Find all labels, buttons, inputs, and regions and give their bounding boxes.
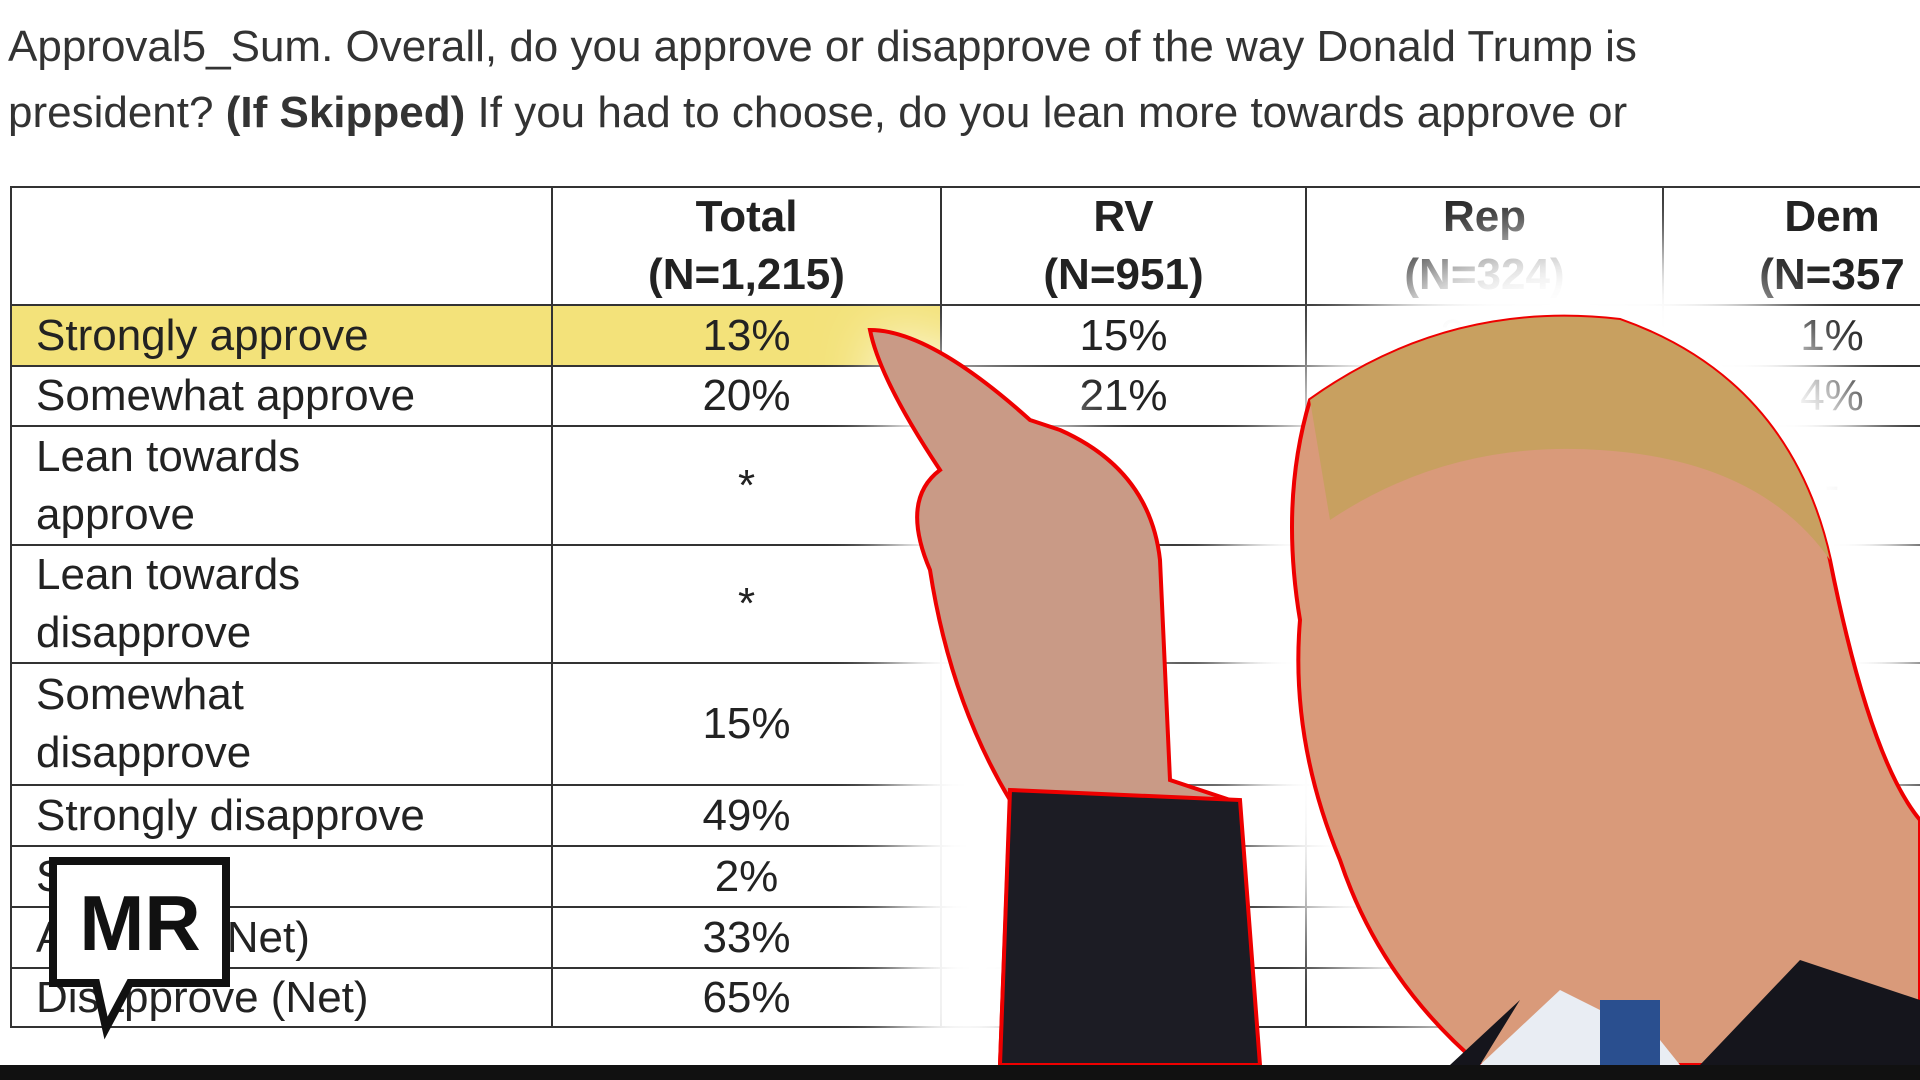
question-text: president? (8, 88, 214, 137)
question-line: Approval5_Sum. Overall, do you approve o… (8, 22, 1637, 71)
row-label: Strongly approve (10, 304, 553, 367)
row-label-line: Lean towards (36, 431, 301, 481)
column-name: Dem (1784, 192, 1880, 241)
cell-value: 15% (702, 699, 791, 748)
cell-value: 20% (702, 371, 791, 420)
sleeve (997, 787, 1263, 1067)
row-label-line: Strongly disapprove (36, 790, 425, 840)
cell-value: 65% (702, 972, 791, 1022)
hair (1310, 316, 1830, 560)
row-label-line: Lean towards (36, 550, 301, 599)
column-n: (N=1,215) (648, 250, 845, 299)
question-line: president? (If Skipped) If you had to ch… (8, 88, 1627, 138)
bottom-bar (0, 1065, 1920, 1080)
row-label-line: disapprove (36, 728, 252, 777)
row-label-line: Strongly approve (36, 310, 369, 360)
column-header: Dem (N=357 (1662, 186, 1920, 306)
row-label-line: approve (36, 489, 196, 539)
cell-value: 13% (702, 310, 791, 360)
cell-value: 33% (702, 912, 791, 962)
cell-value: 15% (1079, 310, 1168, 360)
column-name: Total (695, 192, 798, 241)
row-label-line: Somewhat approve (36, 371, 416, 420)
row-label-line: disapprove (36, 608, 252, 657)
cell-value: 49% (702, 790, 791, 840)
row-label-line: Somewhat (36, 670, 244, 719)
question-bold: (If Skipped) (225, 88, 466, 137)
logo-text: MR (79, 879, 200, 967)
question-text: If you had to choose, do you lean more t… (477, 88, 1628, 137)
cell-value: * (737, 579, 756, 628)
column-name: RV (1093, 192, 1154, 241)
column-n: (N=357 (1759, 250, 1905, 299)
table-cell: 65% (551, 967, 942, 1028)
logo-badge (49, 857, 230, 1040)
column-name: Rep (1442, 192, 1527, 241)
column-n: (N=951) (1043, 250, 1204, 299)
cell-value: 21% (1079, 371, 1168, 420)
tie (1600, 1000, 1660, 1065)
suit (1450, 960, 1920, 1065)
cell-value: 2% (714, 851, 779, 901)
cell-value: * (737, 460, 756, 510)
